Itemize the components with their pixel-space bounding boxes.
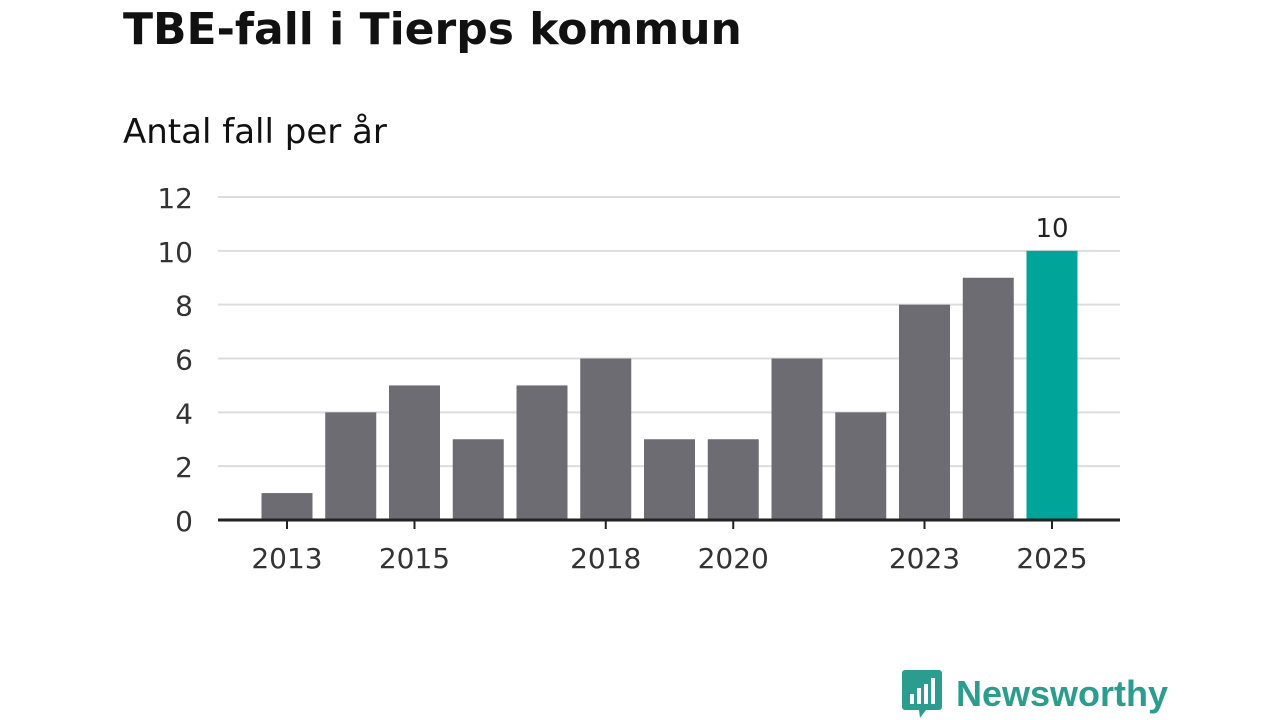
bar — [452, 439, 504, 520]
y-tick-label: 10 — [157, 236, 193, 269]
bar — [899, 304, 950, 520]
data-label: 10 — [1035, 214, 1068, 244]
y-tick-label: 4 — [175, 397, 193, 430]
x-tick-label: 2015 — [379, 542, 450, 575]
bar — [325, 412, 377, 520]
x-tick-label: 2025 — [1016, 542, 1087, 575]
x-tick-label: 2018 — [570, 542, 641, 575]
bar — [962, 277, 1014, 520]
x-tick-label: 2023 — [889, 542, 960, 575]
bar — [389, 385, 440, 520]
bar — [707, 439, 759, 520]
chart-title: TBE-fall i Tierps kommun — [123, 4, 742, 55]
y-tick-label: 0 — [175, 505, 193, 538]
bar — [261, 493, 313, 520]
x-tick-label: 2013 — [251, 542, 322, 575]
brand-name: Newsworthy — [956, 673, 1169, 714]
brand-logo: Newsworthy — [902, 670, 1168, 718]
bar — [835, 412, 887, 520]
y-tick-label: 8 — [175, 290, 193, 323]
bar — [516, 385, 568, 520]
y-tick-label: 2 — [175, 451, 193, 484]
y-tick-label: 12 — [157, 182, 193, 215]
bar — [1026, 250, 1078, 521]
x-tick-label: 2020 — [698, 542, 769, 575]
bar — [644, 439, 695, 520]
chart-subtitle: Antal fall per år — [123, 112, 387, 152]
bar — [771, 358, 823, 520]
bar — [580, 358, 632, 520]
y-tick-label: 6 — [175, 344, 193, 377]
bar-chart-speech-bubble-icon — [902, 670, 942, 718]
